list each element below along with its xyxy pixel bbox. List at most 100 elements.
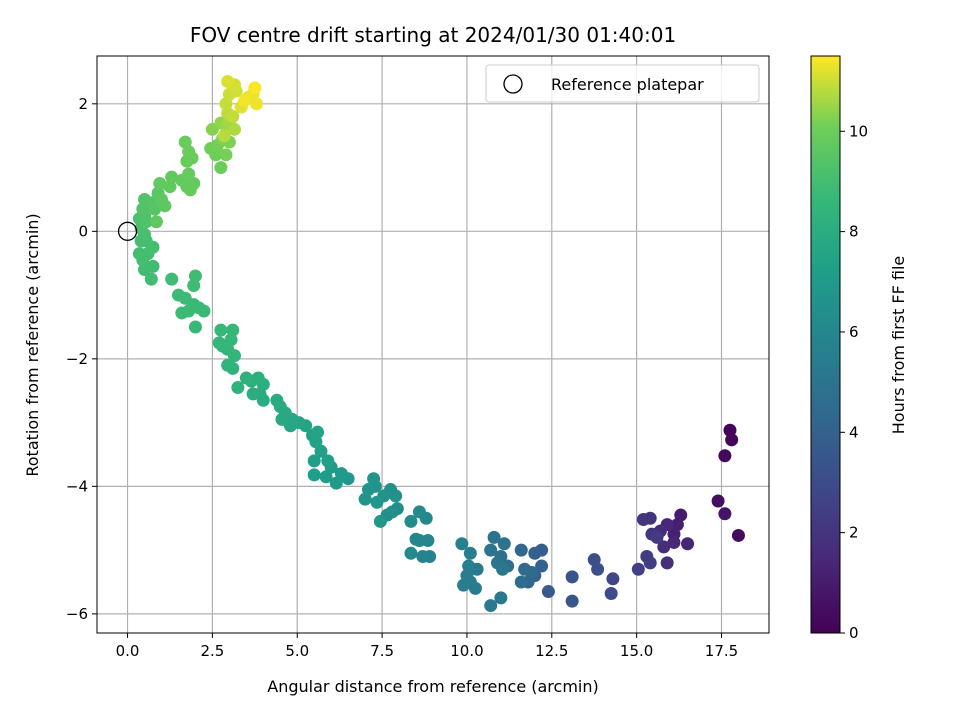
scatter-point xyxy=(455,537,469,551)
colorbar-tick-label: 4 xyxy=(849,423,859,441)
x-axis-label: Angular distance from reference (arcmin) xyxy=(267,677,598,696)
scatter-point xyxy=(275,412,289,426)
scatter-point xyxy=(731,528,745,542)
reference-marker xyxy=(117,221,138,241)
grid-lines xyxy=(97,56,769,633)
scatter-point xyxy=(484,599,498,613)
scatter-point xyxy=(149,215,163,229)
scatter-point xyxy=(409,532,423,546)
scatter-point xyxy=(136,202,150,216)
scatter-point xyxy=(182,145,196,159)
scatter-point xyxy=(373,514,387,528)
y-tick-label: 2 xyxy=(78,95,88,113)
scatter-point xyxy=(535,559,549,573)
scatter-point xyxy=(650,530,664,544)
scatter-point xyxy=(514,575,528,589)
colorbar: 0 2 4 6 8 10 Hours from first FF file xyxy=(810,55,908,642)
scatter-point xyxy=(187,279,201,293)
scatter-point xyxy=(187,177,201,191)
scatter-point xyxy=(148,202,162,216)
colorbar-tick-label: 6 xyxy=(849,323,859,341)
scatter-point xyxy=(484,543,498,557)
scatter-point xyxy=(404,514,418,528)
scatter-point xyxy=(497,537,511,551)
scatter-point xyxy=(541,585,555,599)
colorbar-gradient xyxy=(811,56,840,633)
colorbar-label: Hours from first FF file xyxy=(889,256,908,435)
colorbar-tick-label: 10 xyxy=(849,122,868,140)
scatter-point xyxy=(358,492,372,506)
scatter-point xyxy=(370,495,384,509)
scatter-point xyxy=(565,570,579,584)
x-tick-label: 17.5 xyxy=(705,642,738,660)
scatter-point xyxy=(314,444,328,458)
scatter-point xyxy=(139,215,153,229)
scatter-point xyxy=(214,323,228,337)
scatter-point xyxy=(246,387,260,401)
x-tick-label: 10.0 xyxy=(450,642,483,660)
scatter-point xyxy=(250,97,264,111)
scatter-point xyxy=(219,148,233,162)
scatter-point xyxy=(496,562,510,576)
scatter-point xyxy=(224,333,238,347)
scatter-point xyxy=(591,562,605,576)
scatter-point xyxy=(528,546,542,560)
legend-marker-icon xyxy=(503,74,523,94)
scatter-point xyxy=(217,129,231,143)
y-tick-label: −2 xyxy=(66,350,88,368)
x-tick-label: 15.0 xyxy=(620,642,653,660)
scatter-point xyxy=(421,534,435,548)
scatter-point xyxy=(153,177,167,191)
scatter-point xyxy=(227,122,241,136)
scatter-point xyxy=(604,586,618,600)
scatter-point xyxy=(212,336,226,350)
scatter-point xyxy=(221,75,235,89)
scatter-point xyxy=(144,272,158,286)
scatter-point xyxy=(231,381,245,395)
scatter-point xyxy=(321,454,335,468)
scatter-point xyxy=(457,578,471,592)
scatter-point xyxy=(681,537,695,551)
scatter-point xyxy=(524,565,538,579)
scatter-point xyxy=(214,161,228,175)
scatter-point xyxy=(636,513,650,527)
scatter-point xyxy=(718,449,732,463)
legend-label: Reference platepar xyxy=(551,75,704,94)
scatter-point xyxy=(182,167,196,181)
scatter-point xyxy=(221,358,235,372)
scatter-point xyxy=(158,199,172,213)
x-tick-label: 5.0 xyxy=(285,642,309,660)
x-tick-label: 12.5 xyxy=(535,642,568,660)
y-tick-label: −4 xyxy=(66,477,88,495)
scatter-point xyxy=(307,468,321,482)
scatter-point xyxy=(657,540,671,554)
scatter-point xyxy=(416,549,430,563)
scatter-point xyxy=(165,272,179,286)
scatter-point xyxy=(667,535,681,549)
x-tick-label: 7.5 xyxy=(370,642,394,660)
colorbar-frame xyxy=(810,55,841,634)
colorbar-ticks: 0 2 4 6 8 10 xyxy=(840,122,868,642)
scatter-point xyxy=(514,543,528,557)
scatter-point xyxy=(226,323,240,337)
scatter-point xyxy=(248,81,262,95)
scatter-point xyxy=(718,507,732,521)
scatter-point xyxy=(463,546,477,560)
legend-box xyxy=(485,64,760,103)
plot-frame xyxy=(96,55,770,634)
scatter-point xyxy=(188,320,202,334)
scatter-point xyxy=(165,170,179,184)
y-axis-label: Rotation from reference (arcmin) xyxy=(23,213,42,476)
colorbar-tick-label: 2 xyxy=(849,524,859,542)
scatter-point xyxy=(334,467,348,481)
scatter-point xyxy=(412,505,426,519)
colorbar-tick-label: 8 xyxy=(849,223,859,241)
x-axis-ticks: 0.0 2.5 5.0 7.5 10.0 12.5 15.0 17.5 xyxy=(116,633,738,660)
scatter-point xyxy=(711,494,725,508)
scatter-point xyxy=(238,94,252,108)
scatter-point xyxy=(660,556,674,570)
scatter-point xyxy=(725,433,739,447)
x-tick-label: 0.0 xyxy=(116,642,140,660)
x-tick-label: 2.5 xyxy=(200,642,224,660)
